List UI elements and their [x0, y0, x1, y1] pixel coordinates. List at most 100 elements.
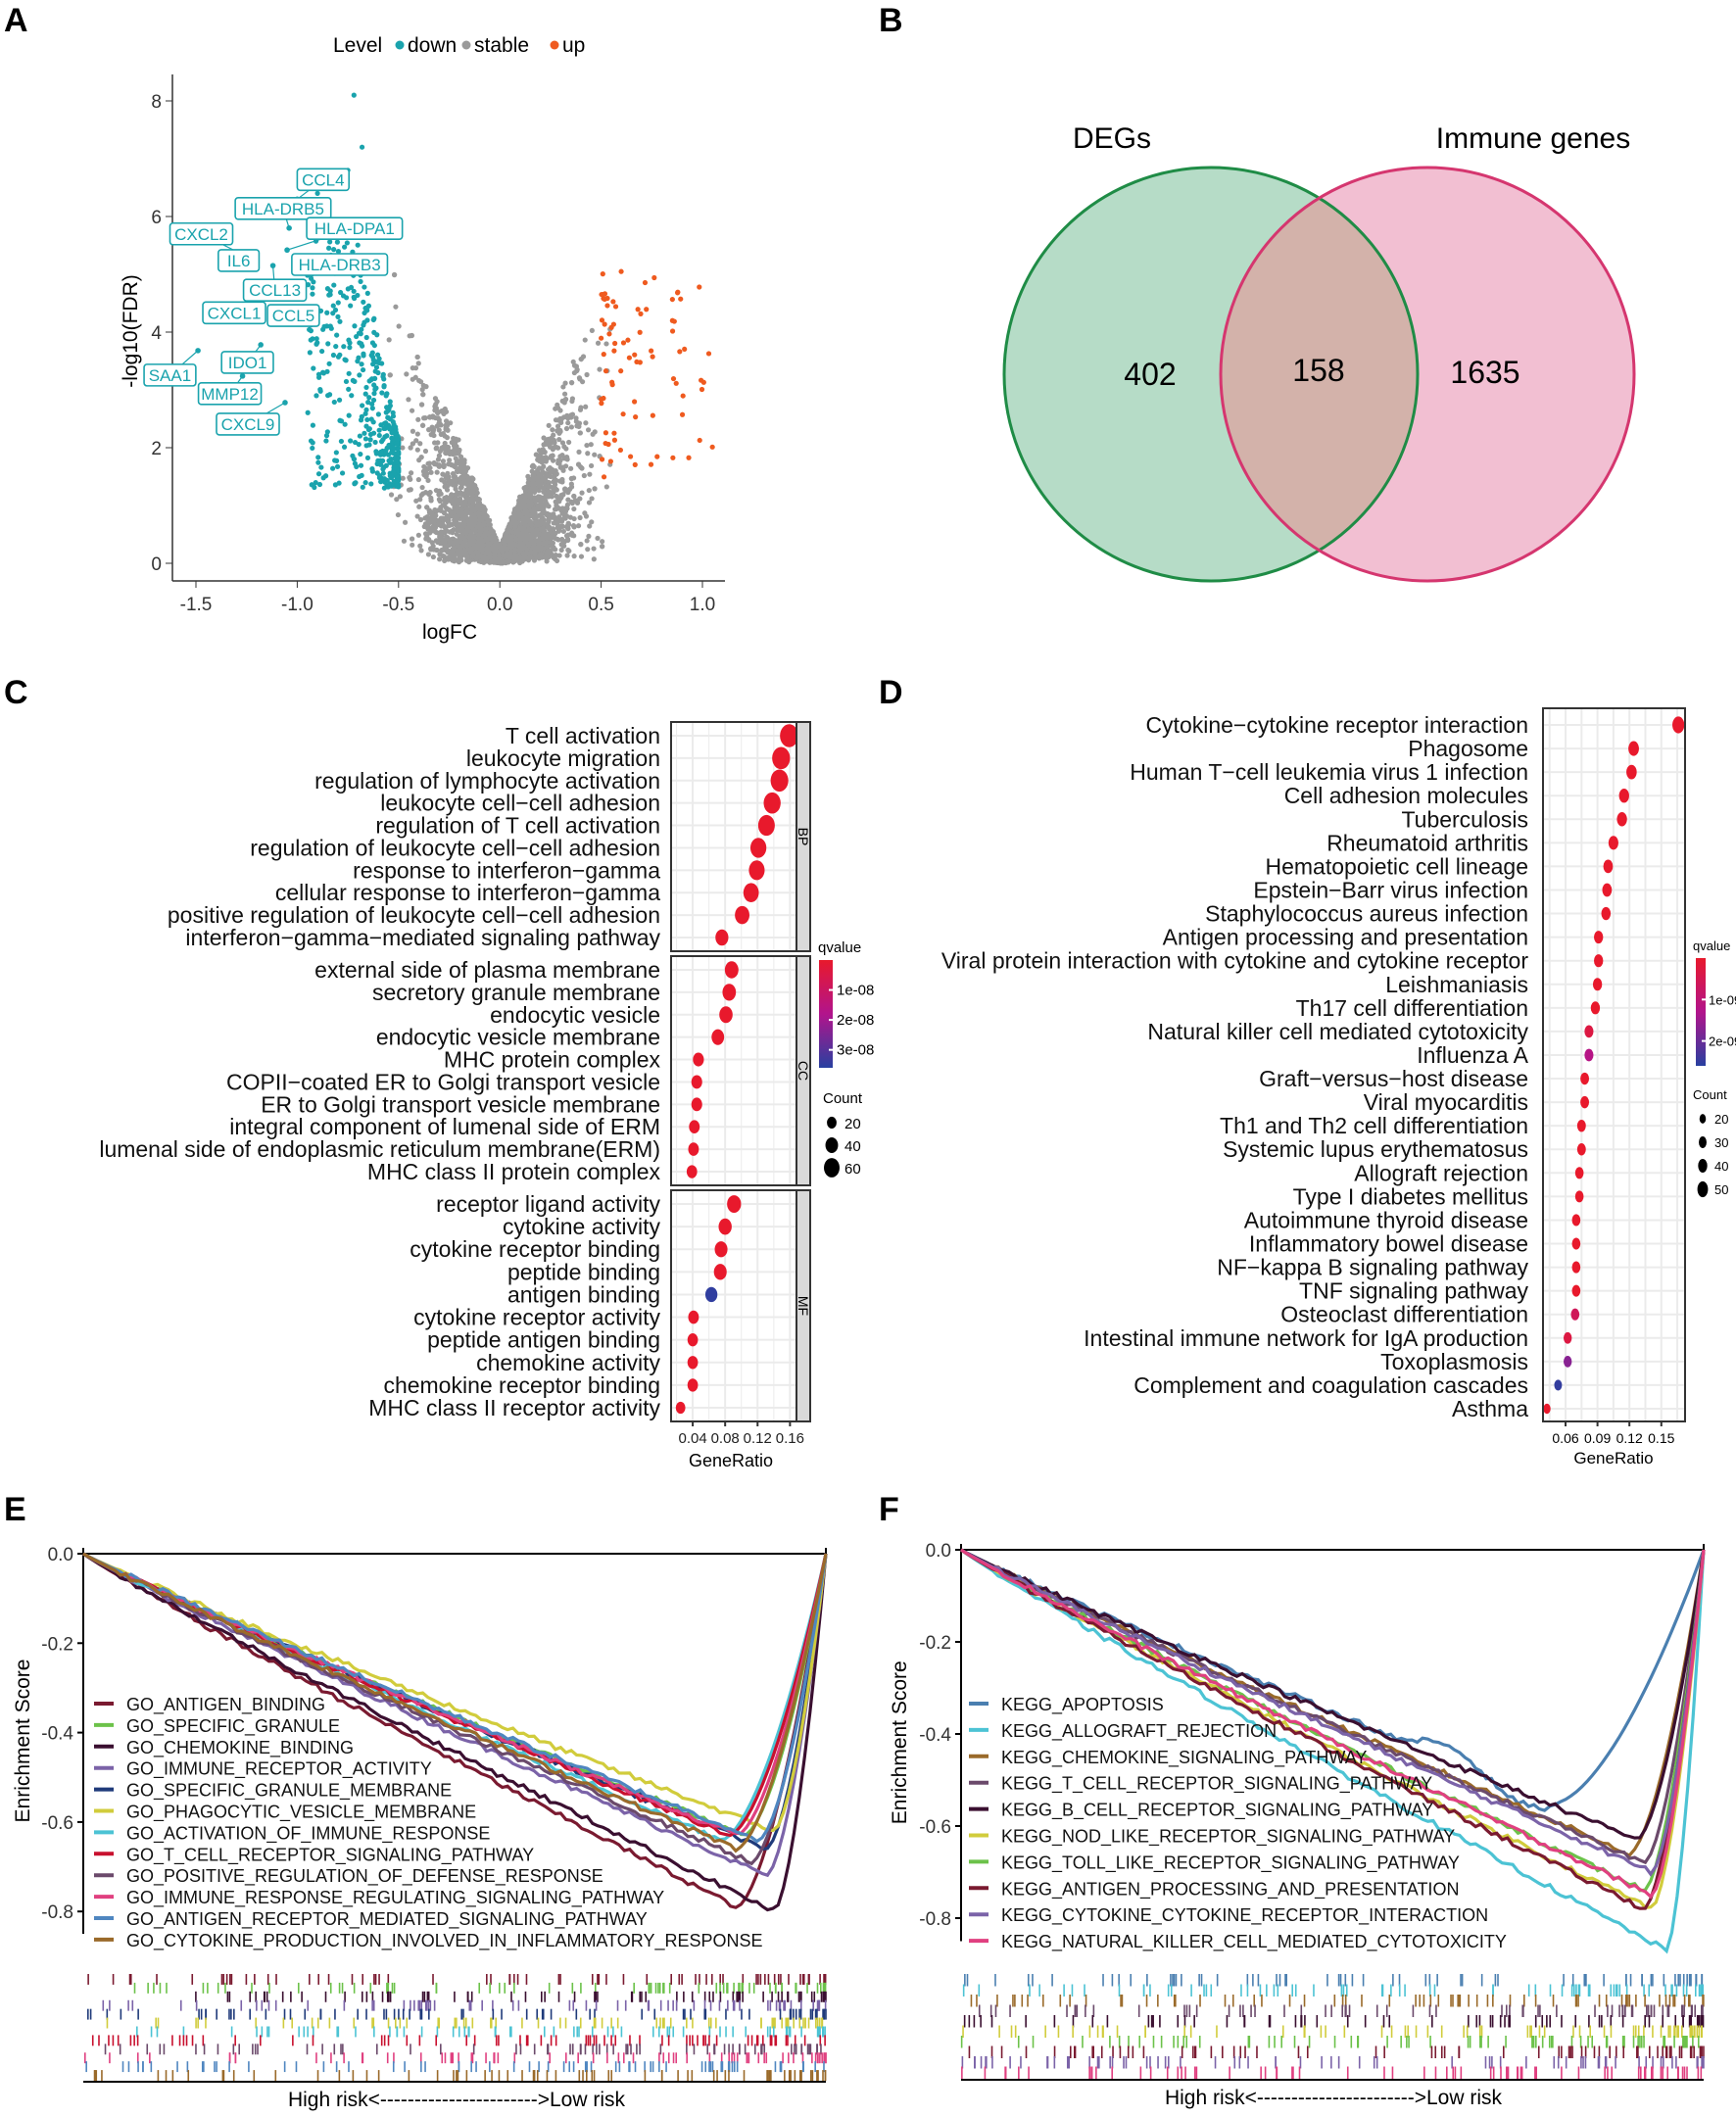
point-stable [560, 542, 566, 548]
point-stable [538, 448, 544, 454]
point-down [378, 422, 384, 428]
x-axis-label: GeneRatio [1573, 1449, 1653, 1467]
point-stable [413, 438, 419, 444]
point-stable [511, 520, 517, 526]
term-label: cytokine receptor activity [413, 1305, 660, 1330]
point-stable [564, 553, 570, 558]
point-stable [471, 534, 477, 540]
point-up [617, 447, 624, 454]
point-down [380, 371, 386, 377]
point-down [322, 473, 329, 479]
point-down [330, 352, 337, 359]
point-down [310, 285, 315, 291]
panel-label-b: B [879, 2, 903, 39]
point-stable [568, 380, 575, 386]
point-stable [423, 474, 429, 480]
panel-label-a: A [4, 2, 28, 39]
point-stable [585, 547, 591, 553]
point-down [394, 437, 401, 443]
point-stable [582, 337, 588, 343]
point-stable [428, 432, 434, 438]
term-label: antigen binding [507, 1281, 660, 1307]
legend-swatch-up [550, 40, 559, 50]
point-down [379, 390, 385, 396]
point-down [387, 399, 393, 405]
point-down [383, 462, 389, 468]
dot [1602, 883, 1613, 897]
point-down [346, 386, 352, 392]
point-stable [529, 512, 535, 519]
point-stable [445, 554, 451, 561]
term-label: regulation of lymphocyte activation [314, 768, 660, 794]
term-label: external side of plasma membrane [314, 957, 660, 983]
legend-label: GO_IMMUNE_RECEPTOR_ACTIVITY [126, 1759, 432, 1780]
point-down [335, 300, 341, 306]
legend-label: GO_T_CELL_RECEPTOR_SIGNALING_PATHWAY [126, 1845, 534, 1865]
term-label: interferon−gamma−mediated signaling path… [185, 925, 660, 950]
term-label: Toxoplasmosis [1380, 1349, 1528, 1374]
legend-label: GO_SPECIFIC_GRANULE_MEMBRANE [126, 1781, 452, 1802]
point-down [337, 318, 343, 324]
point-stable [513, 554, 519, 560]
point-stable [465, 557, 471, 563]
point-up [648, 461, 654, 467]
point-stable [545, 490, 551, 497]
dot [1592, 978, 1603, 991]
point-down [342, 244, 348, 250]
point-down [392, 456, 398, 461]
point-stable [573, 418, 579, 424]
point-down [341, 344, 347, 350]
point-stable [433, 446, 439, 452]
point-stable [410, 376, 415, 382]
point-stable [462, 478, 468, 485]
point-down [330, 465, 336, 471]
term-label: Influenza A [1417, 1042, 1528, 1068]
point-stable [535, 494, 542, 500]
point-up [625, 337, 631, 343]
point-stable [571, 553, 577, 559]
point-stable [585, 451, 591, 457]
term-label: response to interferon−gamma [353, 857, 660, 883]
point-stable [555, 496, 561, 502]
point-up [611, 348, 617, 354]
point-stable [600, 544, 605, 550]
point-stable [459, 459, 465, 466]
point-up [602, 321, 607, 327]
point-stable [415, 532, 421, 538]
point-down [371, 382, 377, 388]
color-legend-label: 2e-09 [1709, 1034, 1736, 1049]
point-down [373, 364, 380, 370]
gene-label-box [216, 412, 280, 436]
point-stable [475, 552, 481, 557]
term-label: Epstein−Barr virus infection [1253, 877, 1528, 902]
point-down [361, 299, 366, 305]
point-stable [583, 513, 590, 519]
point-stable [469, 553, 476, 559]
term-label: Viral myocarditis [1364, 1089, 1528, 1115]
point-down [310, 291, 315, 297]
point-stable [548, 534, 555, 540]
point-stable [404, 371, 410, 377]
point-down [305, 409, 311, 415]
point-stable [577, 407, 584, 412]
point-down [334, 239, 340, 245]
point-down [324, 310, 330, 315]
point-down [349, 393, 355, 399]
dot [1576, 1119, 1586, 1132]
point-stable [550, 485, 555, 491]
point-down [315, 371, 322, 377]
point-down [394, 441, 400, 447]
y-tick-label: -0.6 [41, 1813, 73, 1834]
point-stable [461, 465, 467, 471]
point-stable [553, 547, 558, 553]
point-up [654, 454, 660, 459]
point-stable [444, 444, 451, 451]
point-down [351, 294, 357, 300]
point-down [366, 442, 372, 448]
point-stable [555, 423, 561, 429]
point-down [369, 468, 376, 474]
point-stable [430, 553, 436, 560]
point-up [698, 377, 704, 383]
point-down [361, 322, 366, 328]
